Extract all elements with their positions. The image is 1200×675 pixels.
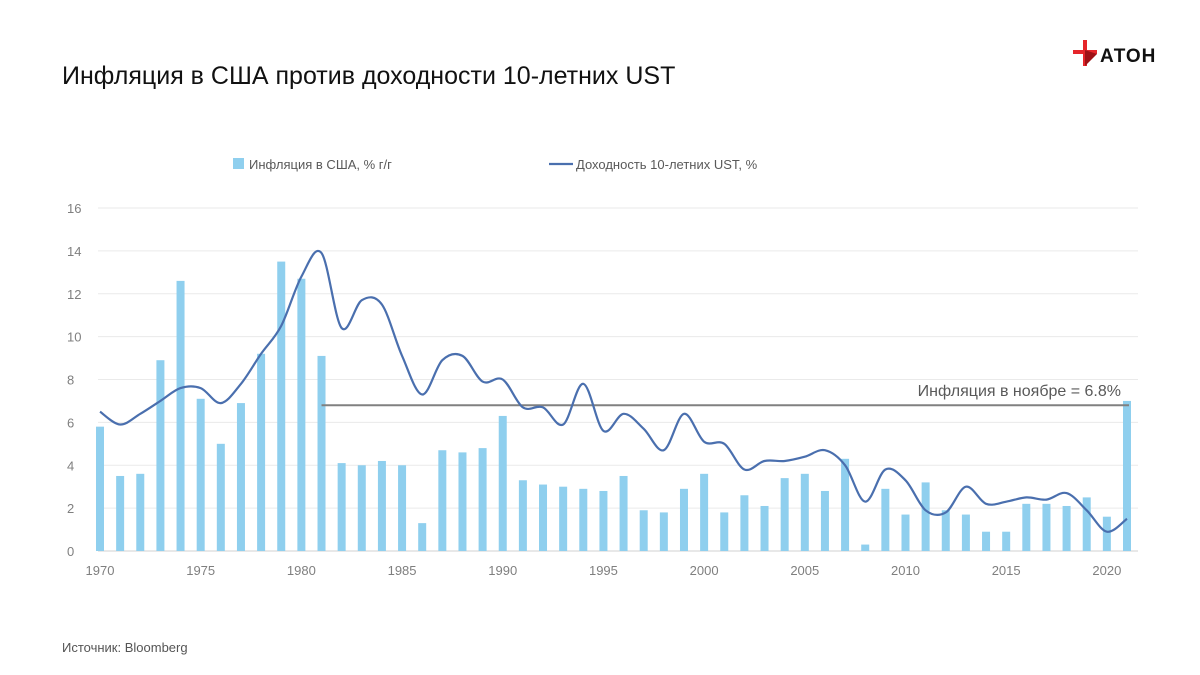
legend-line-label: Доходность 10-летних UST, % bbox=[576, 157, 758, 172]
inflation-bar bbox=[297, 278, 306, 551]
inflation-bar bbox=[458, 452, 467, 551]
inflation-bar bbox=[216, 443, 225, 551]
inflation-bar bbox=[679, 488, 688, 551]
inflation-bar bbox=[1082, 497, 1091, 551]
x-tick-label: 2020 bbox=[1092, 563, 1121, 578]
y-tick-label: 12 bbox=[67, 287, 81, 302]
inflation-bar bbox=[398, 465, 407, 551]
inflation-bar bbox=[418, 523, 427, 551]
x-tick-label: 1980 bbox=[287, 563, 316, 578]
y-tick-label: 0 bbox=[67, 544, 74, 559]
inflation-bar bbox=[720, 512, 729, 551]
x-tick-label: 2010 bbox=[891, 563, 920, 578]
inflation-bar bbox=[982, 531, 991, 551]
inflation-bar bbox=[941, 510, 950, 551]
inflation-bar bbox=[498, 415, 507, 551]
inflation-bar bbox=[841, 458, 850, 551]
reference-line-label: Инфляция в ноябре = 6.8% bbox=[918, 383, 1121, 400]
y-tick-label: 10 bbox=[67, 330, 81, 345]
x-tick-label: 2005 bbox=[790, 563, 819, 578]
y-tick-label: 2 bbox=[67, 501, 74, 516]
inflation-bar bbox=[559, 486, 568, 551]
inflation-bar bbox=[659, 512, 668, 551]
y-tick-label: 4 bbox=[67, 458, 74, 473]
aton-logo-icon bbox=[1073, 40, 1097, 66]
x-tick-label: 1990 bbox=[488, 563, 517, 578]
x-tick-label: 1975 bbox=[186, 563, 215, 578]
inflation-bar bbox=[257, 353, 266, 551]
y-tick-label: 16 bbox=[67, 201, 81, 216]
inflation-bar bbox=[317, 355, 326, 551]
logo-text: АТОН bbox=[1100, 46, 1157, 67]
x-tick-label: 2015 bbox=[992, 563, 1021, 578]
inflation-bar bbox=[236, 403, 245, 551]
inflation-bar bbox=[96, 426, 104, 551]
inflation-bar bbox=[760, 505, 769, 551]
inflation-bar bbox=[518, 480, 527, 551]
inflation-bar bbox=[539, 484, 548, 551]
inflation-bar bbox=[1002, 531, 1011, 551]
inflation-bar bbox=[176, 280, 185, 551]
legend-bar-label: Инфляция в США, % г/г bbox=[249, 157, 392, 172]
legend-bar-swatch bbox=[233, 158, 244, 169]
x-tick-label: 1995 bbox=[589, 563, 618, 578]
x-tick-label: 1985 bbox=[388, 563, 417, 578]
yield-line bbox=[99, 249, 1128, 533]
inflation-bar bbox=[921, 482, 930, 551]
inflation-bar bbox=[337, 463, 346, 551]
inflation-bar bbox=[156, 360, 165, 551]
inflation-bar bbox=[116, 475, 125, 551]
inflation-bar bbox=[478, 448, 487, 551]
inflation-bar bbox=[1042, 503, 1051, 551]
inflation-bar bbox=[196, 398, 205, 551]
inflation-bar bbox=[357, 465, 366, 551]
source-note: Источник: Bloomberg bbox=[62, 640, 188, 655]
y-tick-label: 8 bbox=[67, 373, 74, 388]
inflation-bar bbox=[1123, 400, 1131, 551]
x-tick-label: 1970 bbox=[86, 563, 115, 578]
inflation-bar bbox=[1062, 505, 1071, 551]
inflation-bar bbox=[1102, 516, 1111, 551]
inflation-bar bbox=[438, 450, 447, 551]
inflation-bar bbox=[881, 488, 890, 551]
inflation-bar bbox=[700, 473, 709, 551]
inflation-bar bbox=[639, 510, 648, 551]
inflation-bar bbox=[780, 478, 789, 551]
y-tick-label: 14 bbox=[67, 244, 81, 259]
inflation-bar bbox=[579, 488, 588, 551]
inflation-bar bbox=[277, 261, 286, 551]
inflation-bar bbox=[599, 490, 608, 551]
inflation-bar bbox=[619, 475, 628, 551]
inflation-bar bbox=[136, 473, 145, 551]
page-title: Инфляция в США против доходности 10-летн… bbox=[62, 62, 676, 90]
inflation-bar bbox=[901, 514, 910, 551]
inflation-bar bbox=[1022, 503, 1031, 551]
inflation-bar bbox=[861, 544, 870, 551]
y-tick-label: 6 bbox=[67, 415, 74, 430]
inflation-bar bbox=[800, 473, 809, 551]
inflation-bar bbox=[377, 460, 386, 551]
x-tick-label: 2000 bbox=[690, 563, 719, 578]
inflation-bar bbox=[961, 514, 970, 551]
inflation-bar bbox=[740, 495, 749, 551]
aton-logo: АТОН bbox=[1073, 40, 1163, 70]
inflation-bar bbox=[820, 490, 829, 551]
